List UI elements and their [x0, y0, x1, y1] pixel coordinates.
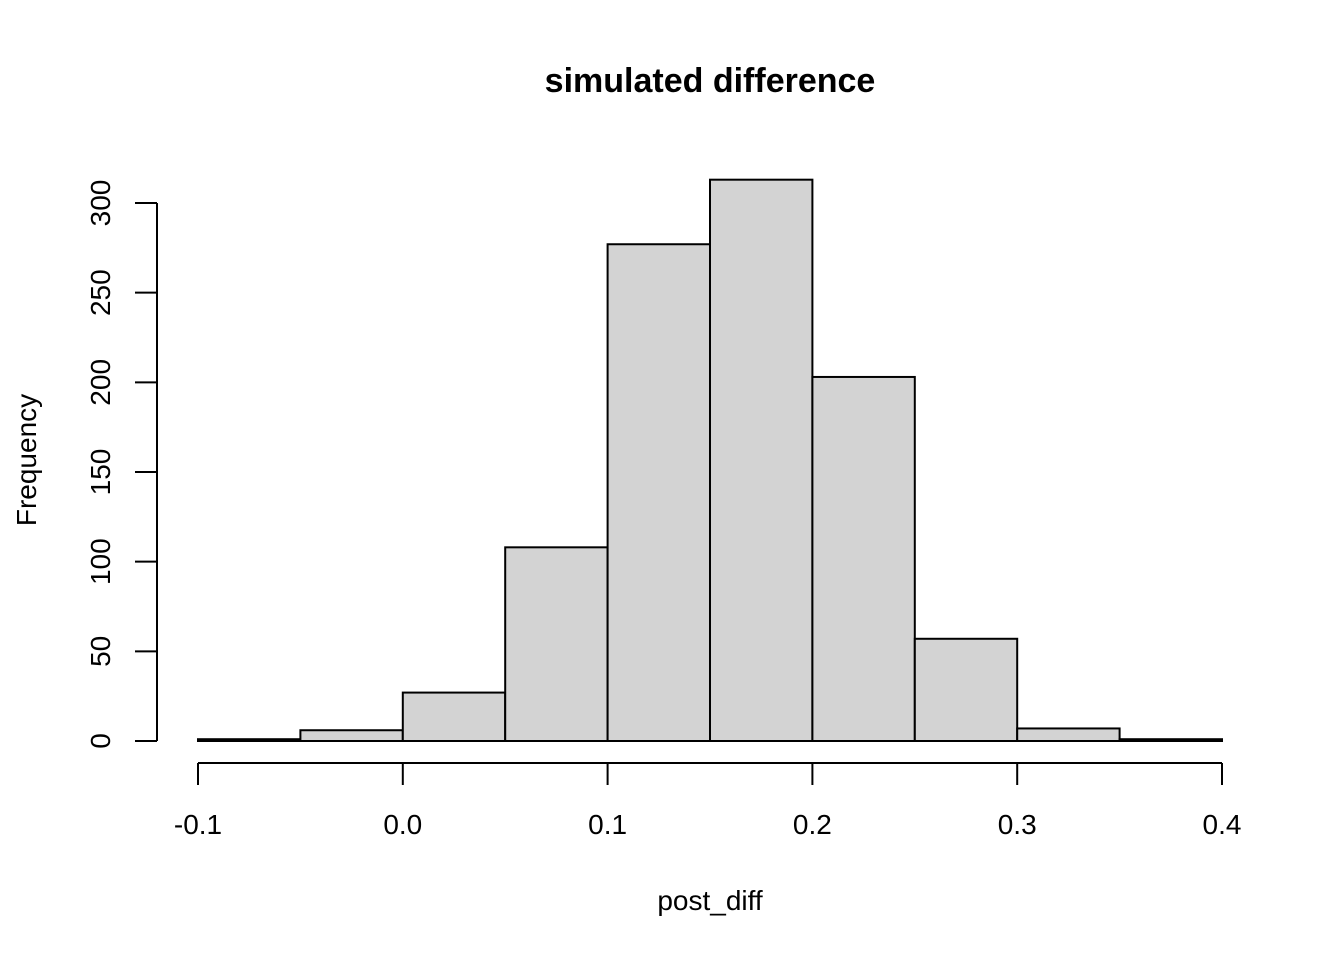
y-tick-label-4: 200 [85, 359, 116, 406]
x-tick-label-1: 0.0 [383, 809, 422, 840]
x-tick-label-0: -0.1 [174, 809, 222, 840]
x-axis-label: post_diff [657, 885, 763, 916]
histogram-bar-0 [197, 738, 302, 742]
x-tick-label-2: 0.1 [588, 809, 627, 840]
histogram-bar-7 [913, 637, 1019, 743]
histogram-bar-8 [1016, 727, 1121, 742]
histogram-bar-9 [1118, 738, 1223, 742]
x-tick-label-5: 0.4 [1203, 809, 1242, 840]
y-tick-label-2: 100 [85, 538, 116, 585]
bars-group [197, 178, 1223, 743]
y-tick-label-3: 150 [85, 449, 116, 496]
y-tick-label-6: 300 [85, 180, 116, 227]
histogram-bar-5 [709, 178, 814, 743]
x-axis: -0.1 0.0 0.1 0.2 0.3 0.4 [174, 762, 1242, 840]
chart-title: simulated difference [545, 62, 876, 100]
histogram-bar-3 [504, 546, 609, 742]
y-tick-label-5: 250 [85, 269, 116, 316]
y-tick-label-0: 0 [85, 733, 116, 749]
histogram-bar-1 [299, 729, 404, 742]
histogram-bar-6 [811, 375, 916, 742]
x-tick-label-3: 0.2 [793, 809, 832, 840]
histogram-bar-2 [401, 691, 507, 743]
y-tick-label-1: 50 [85, 636, 116, 667]
y-axis: 0 50 100 150 200 250 300 [85, 180, 158, 749]
x-tick-label-4: 0.3 [998, 809, 1037, 840]
histogram-bar-4 [606, 243, 711, 742]
y-axis-label: Frequency [11, 394, 42, 526]
